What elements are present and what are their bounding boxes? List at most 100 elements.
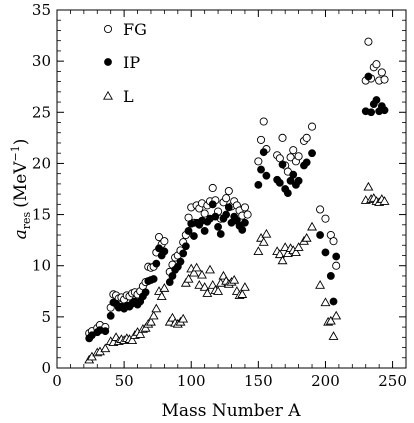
y-tick-label: 20 (32, 154, 51, 172)
y-tick-label: 0 (41, 359, 51, 377)
data-point-ip (152, 259, 161, 268)
y-tick-label: 15 (32, 206, 51, 224)
data-point-fg (364, 37, 373, 46)
data-point-fg (302, 133, 311, 142)
data-point-fg (278, 133, 287, 142)
data-point-ip (332, 252, 341, 261)
data-point-ip (106, 311, 115, 320)
data-point-ip (184, 227, 193, 235)
data-point-ip (216, 230, 225, 238)
data-point-ip (262, 171, 271, 180)
x-axis-title: Mass Number A (161, 401, 301, 421)
y-tick-label: 25 (32, 103, 51, 121)
legend-marker-l (103, 90, 113, 100)
data-point-fg (286, 153, 295, 162)
data-point-ip (160, 247, 169, 256)
tick-labels: 0 50 100 150 200 250 0 5 10 15 20 25 30 35 (32, 1, 407, 390)
data-point-ip (275, 178, 284, 187)
data-point-fg (316, 205, 325, 214)
data-point-l (320, 297, 331, 307)
data-point-l (379, 196, 390, 205)
data-point-fg (332, 261, 341, 270)
data-point-ip (380, 106, 389, 115)
data-point-l (188, 267, 199, 277)
data-point-ip (214, 222, 222, 231)
data-point-ip (364, 72, 373, 81)
data-point-fg (243, 210, 252, 219)
data-point-fg (289, 146, 298, 155)
axis-ticks (56, 9, 407, 369)
data-point-l (183, 273, 194, 283)
x-tick-label: 50 (115, 372, 134, 390)
data-point-ip (294, 176, 303, 185)
data-point-ip (283, 189, 292, 197)
data-point-fg (160, 237, 169, 246)
data-point-l (328, 331, 339, 340)
data-point-ip (190, 232, 198, 240)
data-points (84, 37, 390, 364)
data-point-l (229, 274, 240, 284)
x-tick-label: 150 (244, 372, 273, 390)
data-point-ip (211, 212, 220, 221)
data-point-l (178, 313, 189, 323)
data-point-fg (254, 157, 263, 166)
data-point-ip (321, 248, 330, 257)
y-axis-title: ares (MeV−1) (9, 139, 33, 240)
data-point-l (325, 315, 336, 325)
data-point-ip (176, 257, 185, 266)
data-point-fg (372, 60, 381, 69)
data-point-l (191, 262, 202, 272)
y-axis-title-subscript: res (20, 211, 33, 229)
data-point-ip (257, 165, 265, 174)
data-point-ip (302, 158, 311, 167)
data-point-fg (307, 122, 317, 131)
data-point-ip (316, 231, 324, 239)
y-tick-label: 10 (32, 257, 51, 275)
legend-marker-fg (103, 24, 113, 34)
data-point-ip (308, 149, 316, 158)
data-point-l (127, 335, 138, 344)
data-point-l (290, 247, 301, 257)
y-axis-title-close: ) (11, 139, 31, 146)
legend-label-l: L (123, 87, 134, 106)
data-point-l (315, 280, 326, 289)
data-point-l (202, 288, 213, 297)
x-tick-label: 250 (378, 372, 407, 390)
y-axis-title-unit: (MeV (11, 161, 31, 208)
data-point-ip (181, 242, 190, 251)
series-l (84, 181, 390, 364)
data-point-l (100, 343, 111, 353)
x-tick-label: 0 (52, 372, 62, 390)
data-point-fg (222, 194, 231, 203)
data-point-fg (321, 214, 330, 223)
data-point-l (261, 228, 272, 238)
data-point-l (196, 269, 207, 279)
data-point-fg (240, 203, 249, 212)
data-point-ip (208, 200, 217, 209)
data-point-fg (224, 186, 233, 196)
data-point-l (239, 282, 250, 291)
y-axis-title-exponent: −1 (9, 145, 22, 161)
x-tick-label: 200 (311, 372, 340, 390)
data-point-l (363, 181, 374, 191)
data-point-l (331, 310, 342, 320)
data-point-l (213, 286, 224, 295)
data-point-l (293, 242, 304, 251)
data-point-l (151, 303, 162, 313)
x-tick-label: 100 (177, 372, 206, 390)
data-point-ip (224, 203, 233, 212)
data-point-l (258, 237, 269, 246)
data-point-ip (222, 210, 231, 219)
data-point-ip (278, 160, 287, 169)
legend-marker-ip (104, 58, 112, 66)
legend-label-fg: FG (123, 20, 147, 39)
data-point-ip (367, 108, 375, 117)
series-ip (85, 72, 389, 343)
data-point-l (205, 264, 215, 274)
data-point-l (277, 255, 288, 265)
data-point-l (301, 232, 312, 242)
data-point-l (145, 316, 156, 326)
data-point-ip (329, 297, 338, 306)
data-point-ip (149, 275, 158, 283)
